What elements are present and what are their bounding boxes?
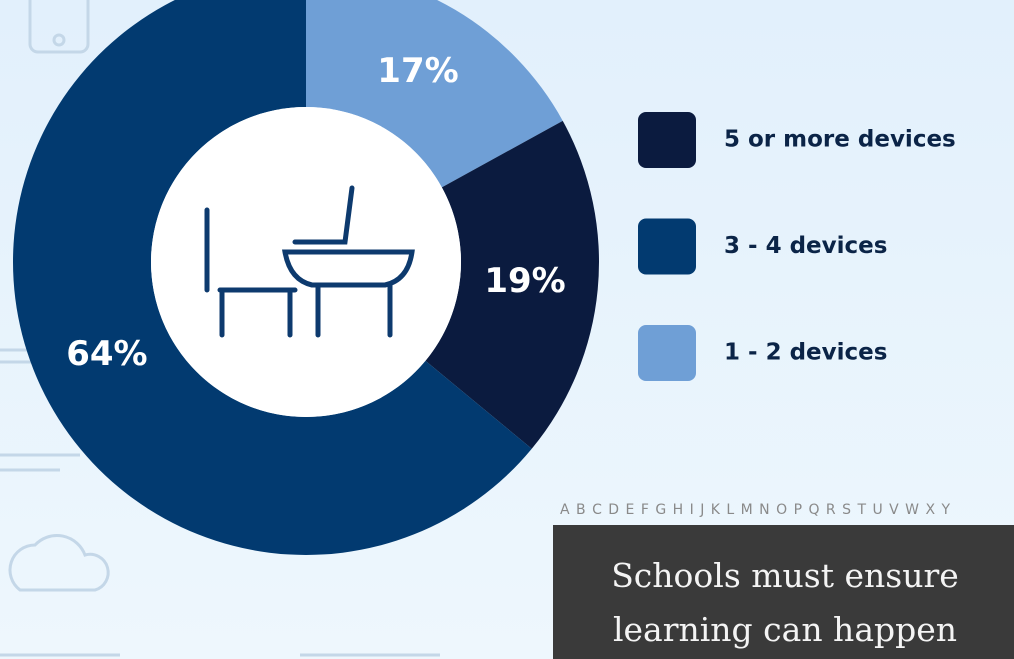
legend: 5 or more devices 3 - 4 devices 1 - 2 devi…: [638, 112, 956, 381]
chalkboard: [553, 525, 1014, 659]
slice-label: 17%: [377, 51, 458, 91]
slice-label: 64%: [66, 334, 147, 374]
alphabet: A B C D E F G H I J K L M N O P Q R S T …: [560, 502, 951, 518]
legend-label: 5 or more devices: [724, 127, 956, 153]
legend-label: 1 - 2 devices: [724, 340, 887, 366]
slice-label: 19%: [484, 261, 565, 301]
chalk-line: learning can happen: [613, 610, 957, 649]
donut-hole: [151, 107, 461, 417]
donut: [13, 0, 599, 555]
chalk-line: Schools must ensure: [611, 556, 959, 595]
donut-slice: [306, 0, 563, 188]
donut-slice: [425, 120, 599, 449]
legend-swatch: [638, 112, 696, 168]
legend-label: 3 - 4 devices: [724, 233, 887, 259]
desk-icon: [204, 185, 415, 338]
donut-slice: [13, 0, 532, 555]
legend-swatch: [638, 325, 696, 381]
legend-swatch: [638, 218, 696, 275]
